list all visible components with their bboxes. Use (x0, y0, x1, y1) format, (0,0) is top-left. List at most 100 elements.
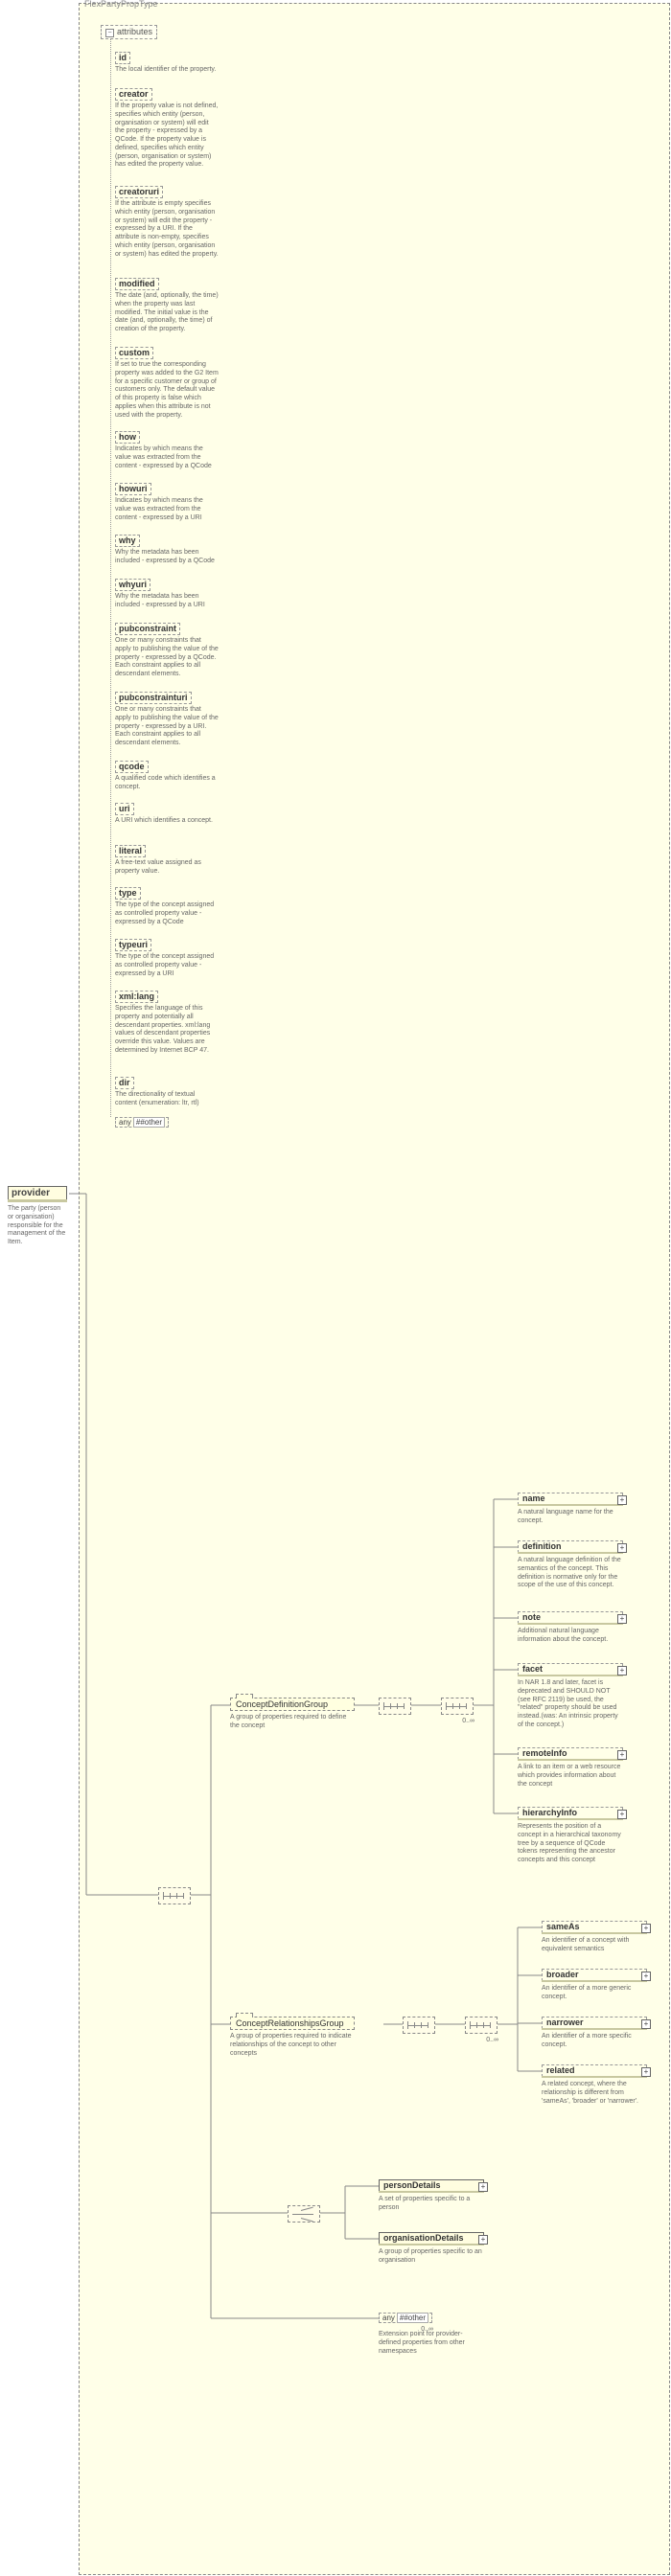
cdg-desc: A group of properties required to define… (230, 1714, 355, 1731)
attr-label: pubconstrainturi (115, 692, 192, 704)
attr-desc: The type of the concept assigned as cont… (115, 901, 219, 926)
expand-icon[interactable]: + (641, 1924, 651, 1933)
concept-relationships-group[interactable]: ConceptRelationshipsGroup A group of pro… (230, 2017, 355, 2058)
elem-desc: A set of properties specific to a person (379, 2196, 484, 2213)
sequence-crg-inner: 0..∞ (465, 2017, 497, 2034)
attr-desc: If set to true the corresponding propert… (115, 361, 219, 420)
attr-desc: Why the metadata has been included - exp… (115, 593, 219, 610)
concept-definition-group[interactable]: ConceptDefinitionGroup A group of proper… (230, 1698, 355, 1731)
elem-desc: A natural language name for the concept. (518, 1509, 623, 1526)
elem-name[interactable]: name+A natural language name for the con… (518, 1493, 623, 1526)
expand-icon[interactable]: + (617, 1750, 627, 1760)
elem-desc: An identifier of a more specific concept… (542, 2033, 647, 2050)
elem-sameAs[interactable]: sameAs+An identifier of a concept with e… (542, 1921, 647, 1954)
attr-label: id (115, 52, 130, 64)
elem-personDetails[interactable]: personDetails+A set of properties specif… (379, 2179, 484, 2213)
crg-label: ConceptRelationshipsGroup (230, 2017, 355, 2030)
attributes-header: −attributes (101, 25, 157, 39)
expand-icon[interactable]: + (617, 1614, 627, 1624)
elem-desc: Additional natural language information … (518, 1628, 623, 1645)
elem-desc: Represents the position of a concept in … (518, 1823, 623, 1865)
attr-id: idThe local identifier of the property. (115, 52, 230, 75)
elem-remoteInfo[interactable]: remoteInfo+A link to an item or a web re… (518, 1747, 623, 1789)
elem-related[interactable]: related+A related concept, where the rel… (542, 2064, 647, 2106)
attr-desc: The directionality of textual content (e… (115, 1091, 219, 1108)
choice-party (288, 2205, 320, 2223)
expand-icon[interactable]: + (617, 1666, 627, 1676)
attr-modified: modified The date (and, optionally, the t… (115, 278, 230, 334)
attr-desc: Why the metadata has been included - exp… (115, 549, 219, 566)
attr-label: qcode (115, 761, 149, 773)
attr-label: typeuri (115, 939, 151, 951)
any-element: any##other 0..∞ (379, 2313, 432, 2323)
attr-type: typeThe type of the concept assigned as … (115, 887, 230, 926)
attr-label: whyuri (115, 579, 150, 591)
attr-desc: A URI which identifies a concept. (115, 817, 219, 826)
sequence-cdg-inner: 0..∞ (441, 1698, 474, 1715)
provider-label: provider (8, 1186, 67, 1200)
attr-label: literal (115, 845, 146, 857)
attr-desc: One or many constraints that apply to pu… (115, 637, 219, 679)
any-el-label: any (382, 2314, 395, 2322)
cdg-label: ConceptDefinitionGroup (230, 1698, 355, 1711)
attr-desc: One or many constraints that apply to pu… (115, 706, 219, 748)
attr-label: xml:lang (115, 991, 158, 1003)
attr-label: creator (115, 88, 152, 101)
elem-desc: An identifier of a concept with equivale… (542, 1937, 647, 1954)
attributes-label: attributes (117, 27, 152, 36)
elem-organisationDetails[interactable]: organisationDetails+A group of propertie… (379, 2232, 484, 2266)
provider-desc: The party (person or organisation) respo… (8, 1205, 67, 1247)
elem-narrower[interactable]: narrower+An identifier of a more specifi… (542, 2017, 647, 2050)
attr-how: howIndicates by which means the value wa… (115, 431, 230, 470)
expand-icon[interactable]: + (617, 1495, 627, 1505)
attr-desc: A free-text value assigned as property v… (115, 859, 219, 877)
elem-desc: In NAR 1.8 and later, facet is deprecate… (518, 1679, 623, 1730)
any-el-ns: ##other (397, 2313, 428, 2323)
attr-desc: Indicates by which means the value was e… (115, 497, 219, 522)
attr-label: custom (115, 347, 153, 359)
elem-note[interactable]: note+Additional natural language informa… (518, 1611, 623, 1645)
elem-facet[interactable]: facet+In NAR 1.8 and later, facet is dep… (518, 1663, 623, 1730)
elem-definition[interactable]: definition+A natural language definition… (518, 1540, 623, 1590)
attr-dir: dir The directionality of textual content… (115, 1077, 230, 1108)
expand-icon[interactable]: + (478, 2182, 488, 2192)
expand-icon[interactable]: + (617, 1810, 627, 1819)
elem-hierarchyInfo[interactable]: hierarchyInfo+Represents the position of… (518, 1807, 623, 1865)
any-el-desc: Extension point for provider-defined pro… (379, 2331, 484, 2356)
elem-desc: An identifier of a more generic concept. (542, 1985, 647, 2002)
attr-literal: literal A free-text value assigned as pro… (115, 845, 230, 877)
attr-desc: A qualified code which identifies a conc… (115, 775, 219, 792)
elem-broader[interactable]: broader+An identifier of a more generic … (542, 1969, 647, 2002)
sequence-cdg (379, 1698, 411, 1715)
attr-label: pubconstraint (115, 623, 180, 635)
attr-why: whyWhy the metadata has been included - … (115, 535, 230, 566)
expand-icon[interactable]: + (641, 2067, 651, 2077)
attr-desc: The date (and, optionally, the time) whe… (115, 292, 219, 334)
expand-icon[interactable]: + (641, 1972, 651, 1981)
any-attr-label: any (119, 1118, 131, 1127)
attr-custom: custom If set to true the corresponding p… (115, 347, 230, 420)
attr-label: creatoruri (115, 186, 163, 198)
attr-desc: Specifies the language of this property … (115, 1005, 219, 1056)
expand-icon[interactable]: + (641, 2019, 651, 2029)
type-title: FlexPartyPropType (84, 0, 158, 9)
attr-xml-lang: xml:lang Specifies the language of this p… (115, 991, 230, 1056)
attr-desc: The type of the concept assigned as cont… (115, 953, 219, 978)
attr-desc: If the property value is not defined, sp… (115, 103, 219, 170)
any-attr-ns: ##other (133, 1117, 165, 1128)
attr-label: how (115, 431, 140, 444)
expand-icon[interactable]: + (617, 1543, 627, 1553)
elem-desc: A natural language definition of the sem… (518, 1557, 623, 1590)
expand-icon[interactable]: + (478, 2235, 488, 2245)
attr-desc: Indicates by which means the value was e… (115, 445, 219, 470)
attr-pubconstrainturi: pubconstrainturi One or many constraints … (115, 692, 230, 748)
attr-pubconstraint: pubconstraint One or many constraints tha… (115, 623, 230, 679)
sequence-main (158, 1887, 191, 1904)
attr-creatoruri: creatoruriIf the attribute is empty spec… (115, 186, 230, 259)
attr-label: dir (115, 1077, 134, 1089)
attr-howuri: howuriIndicates by which means the value… (115, 483, 230, 522)
attr-uri: uriA URI which identifies a concept. (115, 803, 230, 826)
attr-whyuri: whyuri Why the metadata has been included… (115, 579, 230, 610)
crg-desc: A group of properties required to indica… (230, 2033, 355, 2058)
attr-label: modified (115, 278, 159, 290)
